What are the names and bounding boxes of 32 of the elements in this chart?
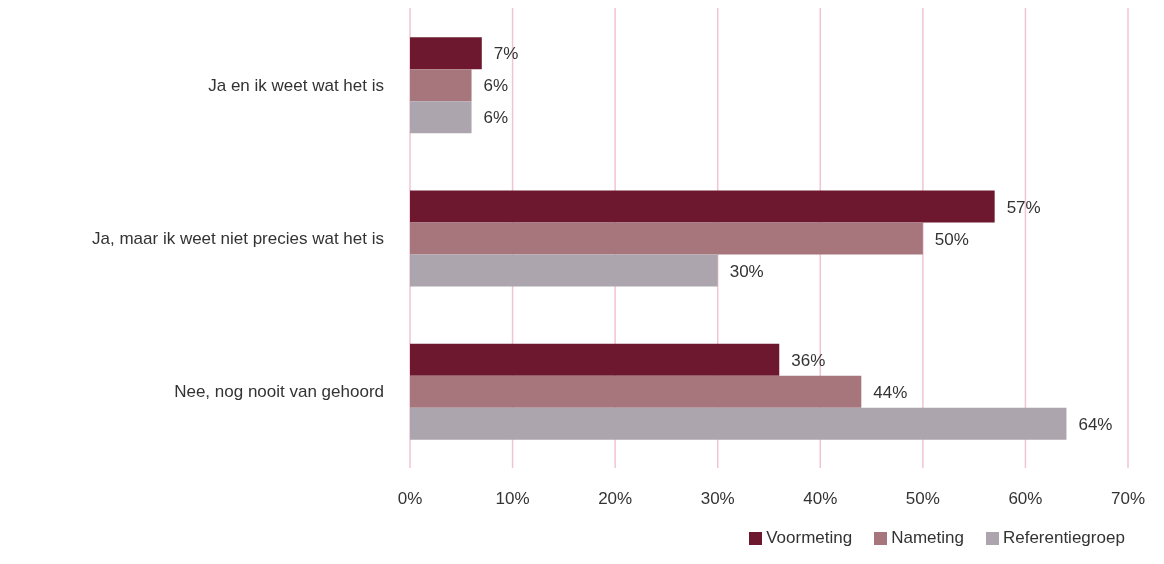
bar xyxy=(410,190,995,223)
x-tick-label: 0% xyxy=(397,489,423,509)
bar xyxy=(410,222,923,255)
y-tick-label: Ja, maar ik weet niet precies wat het is xyxy=(92,229,384,249)
data-label: 6% xyxy=(483,108,509,128)
legend-label: Nameting xyxy=(891,528,964,547)
data-label: 44% xyxy=(873,382,908,402)
x-tick-label: 20% xyxy=(598,489,633,509)
data-label: 6% xyxy=(483,76,509,96)
x-tick-label: 40% xyxy=(803,489,838,509)
x-tick-label: 30% xyxy=(700,489,735,509)
data-label: 36% xyxy=(791,350,826,370)
data-label: 57% xyxy=(1006,197,1041,217)
y-tick-label: Nee, nog nooit van gehoord xyxy=(174,382,384,402)
data-label: 7% xyxy=(493,44,519,64)
x-tick-label: 60% xyxy=(1008,489,1043,509)
data-label: 30% xyxy=(729,261,764,281)
legend-label: Referentiegroep xyxy=(1002,528,1125,547)
bar xyxy=(410,69,472,102)
bar xyxy=(410,254,718,287)
bar xyxy=(410,37,482,70)
legend-label: Voormeting xyxy=(766,528,853,547)
bar xyxy=(410,375,862,408)
x-tick-label: 70% xyxy=(1110,489,1146,509)
x-tick-label: 10% xyxy=(495,489,530,509)
bar xyxy=(410,101,472,134)
x-tick-label: 50% xyxy=(905,489,940,509)
y-tick-label: Ja en ik weet wat het is xyxy=(208,75,384,95)
bar xyxy=(410,407,1067,440)
bar xyxy=(410,343,780,376)
data-label: 64% xyxy=(1078,414,1113,434)
data-label: 50% xyxy=(934,229,969,249)
